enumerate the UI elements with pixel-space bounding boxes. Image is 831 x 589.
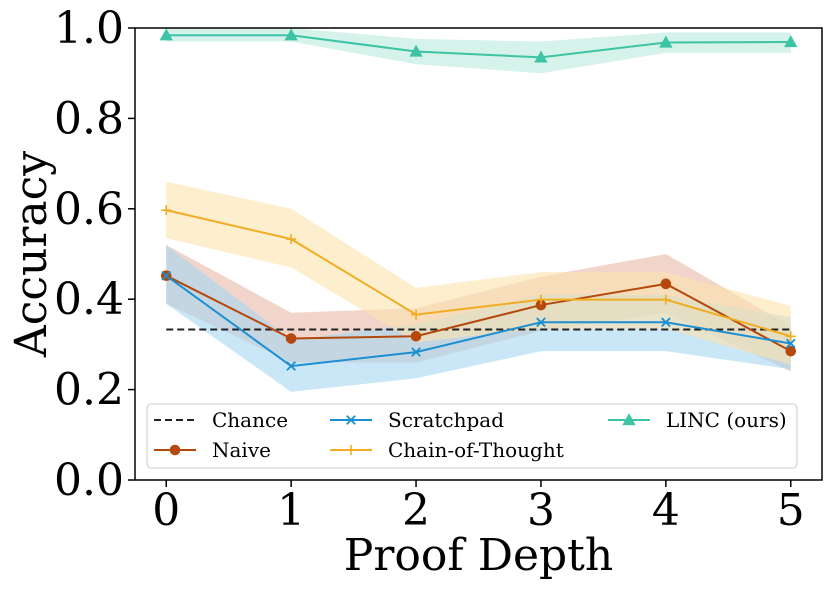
x-tick-label-4: 4 — [652, 485, 680, 536]
y-tick-label-0.8: 0.8 — [54, 93, 124, 144]
band-chain-of-thought — [166, 181, 791, 365]
point-scratchpad-1 — [286, 361, 296, 371]
point-naive-5 — [785, 345, 797, 357]
line-chain-of-thought — [166, 209, 792, 338]
point-scratchpad-0 — [161, 270, 172, 281]
point-linc-ours-1 — [284, 28, 298, 41]
x-tick-label-1: 1 — [277, 485, 305, 536]
point-scratchpad-3 — [536, 317, 546, 328]
y-tick-label-0.2: 0.2 — [54, 365, 124, 416]
y-tick-label-1.0: 1.0 — [54, 3, 124, 54]
x-tick-label-0: 0 — [152, 485, 180, 536]
point-naive-2 — [410, 330, 422, 342]
legend-label-naive: Naive — [212, 438, 271, 462]
x-tick-label-2: 2 — [402, 485, 430, 536]
y-tick-label-0.0: 0.0 — [54, 455, 124, 506]
point-chain-of-thought-4 — [660, 294, 671, 305]
point-chain-of-thought-0 — [161, 205, 172, 216]
point-scratchpad-5 — [785, 338, 796, 349]
point-linc-ours-4 — [659, 35, 673, 48]
point-chain-of-thought-1 — [286, 234, 297, 245]
axes-layer: 0 1 2 3 4 5 0.0 0.2 0.4 0.6 0.8 1.0 — [54, 3, 805, 536]
point-chain-of-thought-2 — [411, 309, 422, 320]
y-axis-title: Accuracy — [6, 151, 57, 358]
legend-marker-linc-ours — [622, 413, 636, 426]
legend-label-chain-of-thought: Chain-of-Thought — [388, 438, 564, 462]
point-chain-of-thought-5 — [785, 331, 796, 342]
point-chain-of-thought-3 — [535, 294, 546, 305]
point-linc-ours-5 — [784, 35, 798, 48]
point-scratchpad-4 — [661, 317, 671, 328]
point-linc-ours-2 — [409, 44, 423, 57]
point-scratchpad-2 — [411, 347, 421, 357]
point-naive-4 — [660, 278, 672, 290]
line-naive — [165, 274, 792, 353]
line-linc-ours — [166, 34, 791, 59]
plot-frame — [134, 27, 823, 481]
x-tick-label-3: 3 — [527, 485, 555, 536]
legend-marker-naive — [169, 444, 181, 456]
legend-label-chance: Chance — [212, 408, 288, 432]
legend: Chance Naive Scratchpad Chain-of-Thought… — [146, 403, 798, 469]
x-axis-title: Proof Depth — [344, 530, 613, 581]
point-linc-ours-0 — [159, 28, 173, 41]
line-scratchpad — [165, 274, 791, 368]
point-naive-1 — [285, 333, 297, 344]
point-linc-ours-3 — [534, 50, 548, 63]
markers-layer — [159, 28, 798, 371]
x-tick-label-5: 5 — [777, 485, 805, 536]
y-tick-label-0.6: 0.6 — [54, 184, 124, 235]
legend-label-linc: LINC (ours) — [666, 408, 787, 432]
legend-label-scratchpad: Scratchpad — [388, 408, 504, 432]
y-tick-label-0.4: 0.4 — [54, 274, 124, 325]
legend-marker-scratchpad — [346, 415, 356, 425]
legend-marker-chain-of-thought — [346, 445, 356, 455]
lines-layer — [165, 34, 792, 368]
